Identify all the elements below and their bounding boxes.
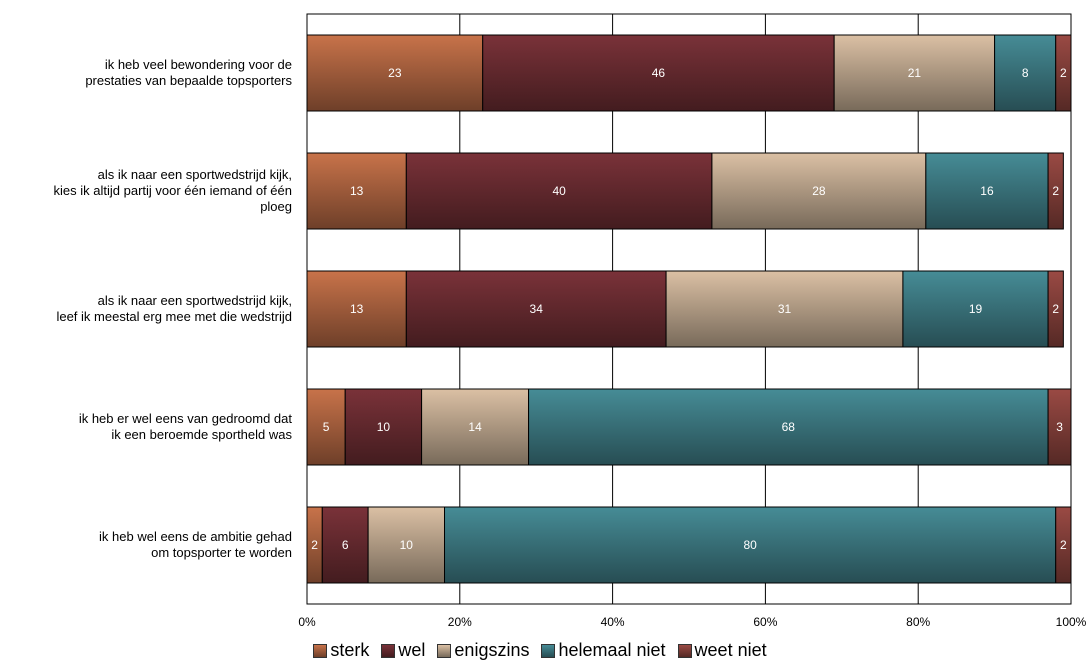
data-label: 2 xyxy=(1060,538,1067,552)
bar-segment xyxy=(367,506,446,584)
data-label: 46 xyxy=(652,66,666,80)
bar-segment xyxy=(1055,34,1072,112)
data-label: 10 xyxy=(377,420,391,434)
legend-swatch xyxy=(381,643,396,658)
category-label: als ik naar een sportwedstrijd kijk, leef… xyxy=(56,293,292,324)
data-label: 2 xyxy=(1060,66,1067,80)
x-tick-label: 60% xyxy=(753,615,777,629)
legend-label: sterk xyxy=(330,640,370,660)
legend-label: enigszins xyxy=(454,640,530,660)
bar-segment xyxy=(1047,270,1064,348)
x-tick-label: 100% xyxy=(1056,615,1087,629)
x-tick-label: 80% xyxy=(906,615,930,629)
data-label: 23 xyxy=(388,66,402,80)
data-label: 19 xyxy=(969,302,983,316)
data-label: 6 xyxy=(342,538,349,552)
bar-segment xyxy=(444,506,1057,584)
bar-segment xyxy=(482,34,835,112)
bar-segment xyxy=(528,388,1049,466)
data-label: 14 xyxy=(468,420,482,434)
category-labels: ik heb veel bewondering voor de prestatie… xyxy=(54,57,293,560)
bar-segment xyxy=(306,152,407,230)
bar-segment xyxy=(421,388,530,466)
data-label: 13 xyxy=(350,184,364,198)
data-label: 10 xyxy=(400,538,414,552)
stacked-bar-chart: 23 46 21 8 2 13 40 28 16 2 13 34 31 19 2 5 10 14 68 3 2 6 10 80… xyxy=(54,13,1087,629)
data-label: 34 xyxy=(530,302,544,316)
x-tick-label: 40% xyxy=(601,615,625,629)
data-label: 16 xyxy=(980,184,994,198)
bar-segment xyxy=(925,152,1049,230)
category-label: ik heb wel eens de ambitie gehad om topsp… xyxy=(99,529,292,560)
data-label: 68 xyxy=(782,420,796,434)
category-label: ik heb er wel eens van gedroomd dat ik ee… xyxy=(79,411,293,442)
gridlines xyxy=(306,13,1072,605)
category-label: als ik naar een sportwedstrijd kijk, kies… xyxy=(54,167,292,214)
data-label: 2 xyxy=(1052,184,1059,198)
data-label: 3 xyxy=(1056,420,1063,434)
data-label: 80 xyxy=(743,538,757,552)
legend-label: wel xyxy=(398,640,426,660)
bar-segment xyxy=(902,270,1049,348)
data-label: 28 xyxy=(812,184,826,198)
bar-segment xyxy=(321,506,369,584)
data-label: 8 xyxy=(1022,66,1029,80)
data-label: 2 xyxy=(1052,302,1059,316)
data-label: 2 xyxy=(311,538,318,552)
legend-item: wel xyxy=(381,640,425,661)
x-tick-labels: 0% 20% 40% 60% 80% 100% xyxy=(298,615,1086,629)
bar-segment xyxy=(306,388,346,466)
category-label: ik heb veel bewondering voor de prestatie… xyxy=(85,57,292,88)
data-label: 40 xyxy=(552,184,566,198)
bar-segment xyxy=(665,270,904,348)
data-label: 5 xyxy=(323,420,330,434)
data-label: 13 xyxy=(350,302,364,316)
legend-swatch xyxy=(313,643,328,658)
bar-segment xyxy=(344,388,423,466)
bar-segment xyxy=(405,270,667,348)
bar-segment xyxy=(1055,506,1072,584)
data-label: 21 xyxy=(908,66,922,80)
legend-swatch xyxy=(677,643,692,658)
legend-item: enigszins xyxy=(437,640,529,661)
bar-segment xyxy=(1047,152,1064,230)
data-label: 31 xyxy=(778,302,792,316)
legend-label: weet niet xyxy=(694,640,767,660)
legend-swatch xyxy=(541,643,556,658)
x-tick-label: 0% xyxy=(298,615,316,629)
legend: sterk wel enigszins helemaal niet weet niet xyxy=(0,640,1088,661)
bars: 23 46 21 8 2 13 40 28 16 2 13 34 31 19 2 5 10 14 68 3 2 6 10 80… xyxy=(306,34,1072,584)
x-tick-label: 20% xyxy=(448,615,472,629)
legend-item: helemaal niet xyxy=(541,640,666,661)
legend-label: helemaal niet xyxy=(558,640,666,660)
bar-segment xyxy=(1047,388,1072,466)
bar-segment xyxy=(405,152,713,230)
legend-item: weet niet xyxy=(677,640,767,661)
bar-segment xyxy=(306,34,484,112)
legend-swatch xyxy=(437,643,452,658)
legend-item: sterk xyxy=(313,640,369,661)
